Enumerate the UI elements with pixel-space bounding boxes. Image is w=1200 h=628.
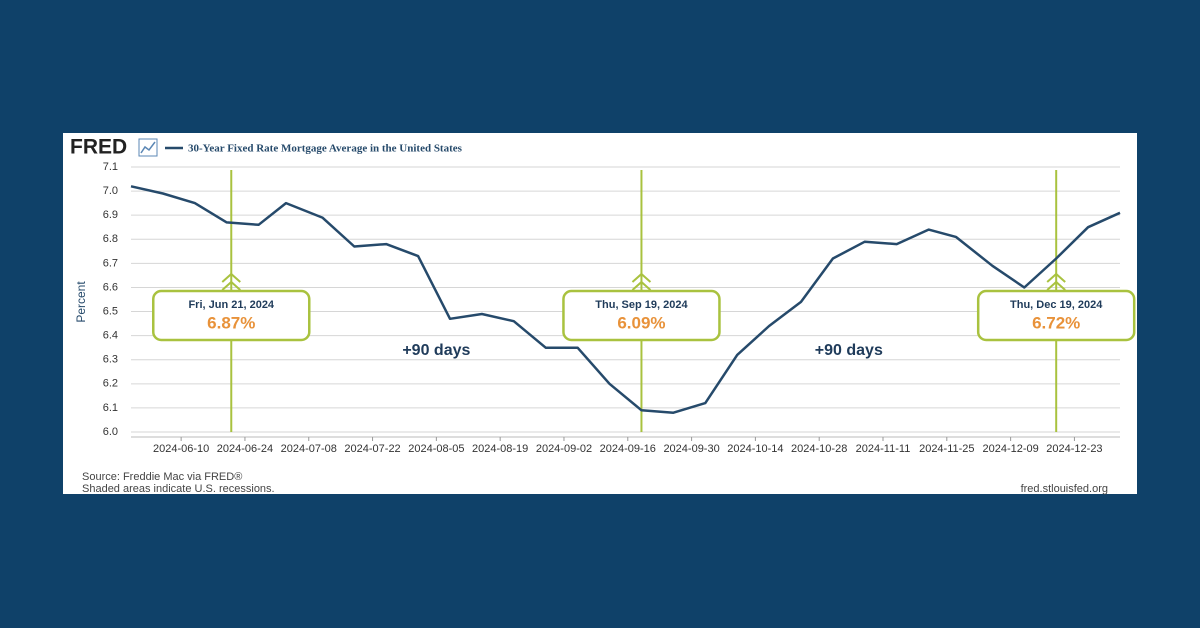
y-tick-label: 6.7 [103,257,118,269]
legend-label: 30-Year Fixed Rate Mortgage Average in t… [188,143,463,155]
y-tick-label: 6.6 [103,281,118,293]
annotation-date: Thu, Sep 19, 2024 [595,299,688,311]
annotation-box [152,289,311,342]
annotation-box [562,289,721,342]
annotation-arrow [1046,272,1066,283]
annotation-value: 6.87% [207,313,255,332]
span-label: +90 days [402,342,470,359]
x-tick-label: 2024-11-11 [856,443,911,455]
annotation-date: Thu, Dec 19, 2024 [1010,299,1103,311]
site: fred.stlouisfed.org [1021,483,1108,495]
y-tick-label: 7.1 [103,161,118,173]
annotation-arrow [631,272,652,283]
annotation-arrow [1046,280,1066,291]
x-tick-label: 2024-11-25 [919,443,974,455]
annotation-arrow [221,280,241,291]
x-tick-label: 2024-08-19 [472,443,528,455]
x-tick-label: 2024-10-28 [791,443,847,455]
x-tick-label: 2024-07-08 [281,443,337,455]
annotation-date: Fri, Jun 21, 2024 [188,299,274,311]
span-label: +90 days [815,342,883,359]
x-tick-label: 2024-09-30 [663,443,719,455]
y-tick-label: 6.0 [103,426,118,438]
y-tick-label: 7.0 [103,185,118,197]
x-tick-label: 2024-07-22 [344,443,400,455]
annotation-box [976,289,1136,342]
note: Shaded areas indicate U.S. recessions. [82,483,275,495]
x-tick-label: 2024-10-14 [727,443,783,455]
x-tick-label: 2024-08-05 [408,443,464,455]
x-tick-label: 2024-06-10 [153,443,209,455]
logo: FRED [70,136,127,159]
logo-icon [138,138,158,157]
y-tick-label: 6.3 [103,354,118,366]
annotation-arrow [631,280,652,291]
y-tick-label: 6.4 [103,330,118,342]
y-tick-label: 6.9 [103,209,118,221]
x-tick-label: 2024-12-09 [982,443,1038,455]
y-tick-label: 6.8 [103,233,118,245]
annotation-value: 6.72% [1032,313,1080,332]
series-line [130,185,1121,414]
annotation-value: 6.09% [617,313,665,332]
source: Source: Freddie Mac via FRED® [82,471,242,483]
y-tick-label: 6.5 [103,305,118,317]
y-tick-label: 6.2 [103,378,118,390]
x-tick-label: 2024-12-23 [1046,443,1102,455]
y-axis-label: Percent [74,281,88,323]
x-tick-label: 2024-09-02 [536,443,592,455]
x-tick-label: 2024-06-24 [217,443,273,455]
x-tick-label: 2024-09-16 [600,443,656,455]
y-tick-label: 6.1 [103,402,118,414]
annotation-arrow [221,272,241,283]
